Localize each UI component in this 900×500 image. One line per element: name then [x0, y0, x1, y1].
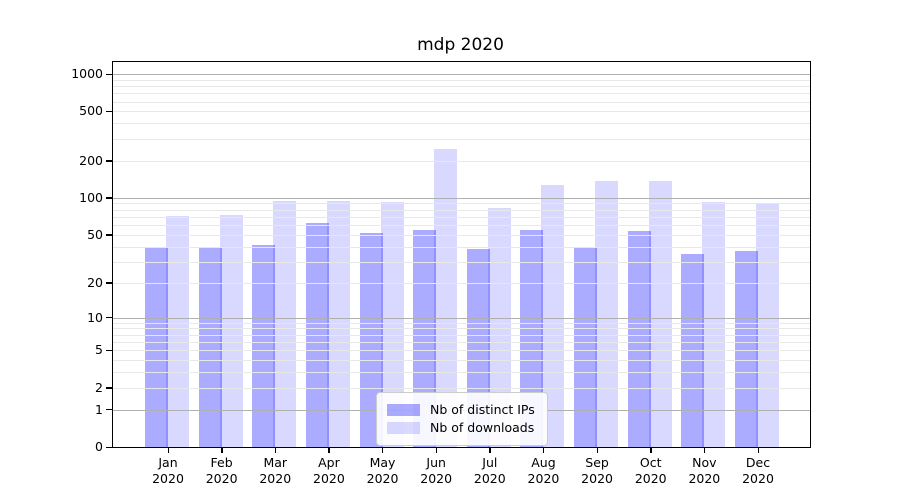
- y-axis-tick: [106, 317, 113, 319]
- minor-gridline: [113, 123, 810, 125]
- bar-downloads: [756, 202, 779, 447]
- y-tick-label: 50: [87, 226, 103, 242]
- y-axis-tick: [106, 234, 113, 236]
- x-axis-tick: [650, 447, 652, 453]
- x-tick-label: Mar 2020: [259, 455, 292, 486]
- x-tick-label: Aug 2020: [527, 455, 560, 486]
- y-axis-tick: [106, 349, 113, 352]
- bar-distinct-ips: [198, 246, 222, 447]
- minor-gridline: [113, 261, 810, 263]
- x-tick-label: Jan 2020: [152, 455, 184, 486]
- x-axis-tick: [274, 447, 277, 453]
- y-axis-tick: [106, 73, 113, 75]
- x-axis-tick: [221, 447, 223, 453]
- minor-gridline: [113, 101, 810, 103]
- bar-downloads: [648, 181, 672, 447]
- gridline: [113, 111, 810, 113]
- minor-gridline: [113, 86, 810, 88]
- y-axis-tick: [106, 197, 113, 199]
- y-tick-label: 5: [95, 342, 103, 358]
- legend: Nb of distinct IPs Nb of downloads: [376, 392, 548, 446]
- bar-distinct-ips: [627, 230, 651, 447]
- legend-swatch-distinct-ips: [387, 403, 420, 416]
- y-tick-label: 200: [79, 152, 103, 168]
- legend-swatch-downloads: [387, 421, 420, 434]
- x-tick-label: Dec 2020: [742, 455, 774, 486]
- chart-title: mdp 2020: [417, 35, 504, 55]
- bar-distinct-ips: [252, 245, 276, 447]
- x-tick-label: Oct 2020: [634, 455, 667, 486]
- minor-gridline: [113, 216, 810, 218]
- bar-distinct-ips: [145, 246, 168, 447]
- x-tick-label: Nov 2020: [688, 455, 721, 486]
- x-axis-tick: [382, 447, 384, 453]
- bar-downloads: [219, 215, 243, 447]
- minor-gridline: [113, 372, 810, 374]
- y-tick-label: 10: [87, 309, 103, 325]
- gridline: [113, 234, 810, 236]
- legend-label-distinct-ips: Nb of distinct IPs: [430, 402, 535, 417]
- legend-item-distinct-ips: Nb of distinct IPs: [387, 402, 537, 417]
- x-tick-label: May 2020: [366, 455, 399, 486]
- minor-gridline: [113, 138, 810, 140]
- minor-gridline: [113, 209, 810, 211]
- major-gridline: [113, 317, 810, 319]
- y-axis-tick: [106, 446, 113, 448]
- x-tick-label: Jul 2020: [473, 455, 506, 486]
- bar-downloads: [487, 207, 511, 447]
- minor-gridline: [113, 203, 810, 205]
- y-axis-tick: [106, 160, 113, 162]
- bar-downloads: [166, 216, 189, 447]
- minor-gridline: [113, 322, 810, 324]
- y-tick-label: 0: [95, 439, 103, 454]
- x-tick-label: Feb 2020: [205, 455, 238, 486]
- bar-distinct-ips: [574, 246, 598, 447]
- x-tick-label: Jun 2020: [420, 455, 453, 486]
- minor-gridline: [113, 79, 810, 81]
- minor-gridline: [113, 328, 810, 330]
- y-axis-tick: [106, 409, 113, 411]
- minor-gridline: [113, 93, 810, 95]
- x-axis-tick: [328, 447, 330, 453]
- plot-area: Dec 2020 Nov 2020 Oct 2020 Sep 2020 Aug 2020…: [71, 61, 811, 486]
- y-tick-label: 1000: [71, 66, 103, 81]
- minor-gridline: [113, 341, 810, 343]
- x-axis-tick: [542, 447, 545, 453]
- x-tick-label: Sep 2020: [581, 455, 613, 486]
- y-tick-label: 500: [79, 103, 103, 119]
- y-axis-tick: [106, 387, 113, 389]
- major-gridline: [113, 197, 810, 199]
- x-axis-tick: [435, 447, 438, 453]
- y-axis-tick: [106, 282, 113, 284]
- x-axis-tick: [489, 447, 491, 453]
- bar-downloads: [380, 202, 404, 447]
- gridline: [113, 350, 810, 352]
- gridline: [113, 282, 810, 284]
- minor-gridline: [113, 360, 810, 362]
- x-axis-tick: [167, 447, 169, 453]
- x-axis-tick: [703, 447, 706, 453]
- bar-downloads: [541, 185, 565, 447]
- major-gridline: [113, 74, 810, 75]
- y-tick-label: 100: [79, 189, 103, 205]
- y-tick-label: 20: [87, 274, 103, 290]
- bar-distinct-ips: [735, 250, 758, 447]
- y-axis-tick: [106, 110, 113, 113]
- bar-downloads: [702, 202, 726, 447]
- minor-gridline: [113, 334, 810, 336]
- gridline: [113, 387, 810, 389]
- legend-label-downloads: Nb of downloads: [430, 420, 535, 435]
- bar-downloads: [595, 180, 619, 447]
- gridline: [113, 160, 810, 162]
- legend-item-downloads: Nb of downloads: [387, 420, 537, 435]
- x-tick-label: Apr 2020: [313, 455, 345, 486]
- minor-gridline: [113, 225, 810, 227]
- y-tick-label: 2: [95, 379, 103, 395]
- x-axis-tick: [757, 447, 759, 453]
- minor-gridline: [113, 246, 810, 248]
- y-tick-label: 1: [95, 401, 103, 417]
- x-axis-tick: [596, 447, 598, 453]
